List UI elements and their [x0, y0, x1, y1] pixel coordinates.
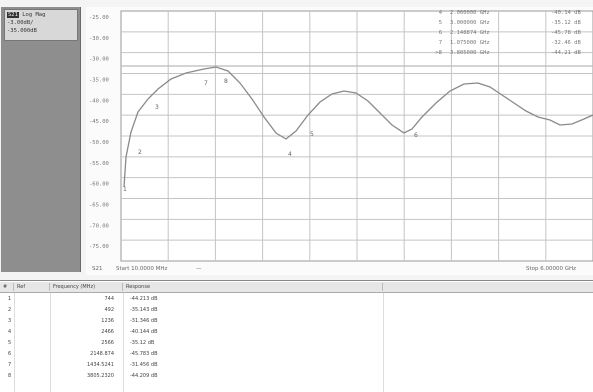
- table-cell-resp: -31.346 dB: [130, 318, 158, 324]
- plot-marker-label[interactable]: 4: [288, 151, 292, 158]
- marker-readout-id: >8: [435, 50, 442, 56]
- plot-markers: 1 2 3 7 8 4 5 6: [123, 78, 418, 193]
- table-cell-resp: -44.213 dB: [130, 296, 158, 302]
- separator-dashes: —: [196, 266, 202, 272]
- header-ref[interactable]: Ref: [14, 283, 50, 291]
- table-cell-freq: 1434.5241: [86, 362, 114, 368]
- y-tick-label: -30.00: [89, 36, 109, 42]
- marker-readout-row[interactable]: >8 3.805000 GHz -44.21 dB: [408, 50, 593, 60]
- table-row[interactable]: 5 2566 -35.12 dB: [0, 338, 593, 349]
- header-response[interactable]: Response: [123, 283, 383, 291]
- y-tick-label: -25.00: [89, 15, 109, 21]
- marker-readout-resp: -44.21 dB: [551, 50, 581, 56]
- table-row[interactable]: 2 492 -35.143 dB: [0, 305, 593, 316]
- table-cell-freq: 1236: [101, 318, 114, 324]
- marker-readout-row[interactable]: 4 2.000000 GHz -40.14 dB: [408, 10, 593, 20]
- table-row[interactable]: 3 1236 -31.346 dB: [0, 316, 593, 327]
- table-cell-freq: 3805.2320: [86, 373, 114, 379]
- table-cell-freq: 2466: [101, 329, 114, 335]
- y-tick-label: -40.00: [89, 98, 109, 104]
- table-cell-freq: 744: [104, 296, 114, 302]
- table-row[interactable]: 6 2148.874 -45.783 dB: [0, 349, 593, 360]
- response-plot[interactable]: -25.00 -30.00 -30.00 -35.00 -40.00 -45.00 -50.…: [86, 7, 593, 275]
- y-tick-label: -70.00: [89, 223, 109, 229]
- table-cell-freq: 2148.874: [90, 351, 114, 357]
- y-tick-label: -65.00: [89, 203, 109, 209]
- marker-readout-freq: 2.148874 GHz: [450, 30, 490, 36]
- marker-readout-id: 7: [438, 40, 442, 46]
- table-cell-idx: 2: [8, 307, 12, 313]
- trace-ref-level: -35.000dB: [7, 28, 37, 34]
- y-tick-label: -30.00: [89, 57, 109, 63]
- table-cell-idx: 1: [8, 296, 12, 302]
- table-cell-idx: 3: [8, 318, 12, 324]
- trace-label: S21: [92, 266, 103, 272]
- marker-table[interactable]: # Ref Frequency (MHz) Response 1 744 -44.2…: [0, 280, 593, 392]
- marker-readout-id: 5: [438, 20, 442, 26]
- table-cell-resp: -45.783 dB: [130, 351, 158, 357]
- table-row[interactable]: 1 744 -44.213 dB: [0, 294, 593, 305]
- table-row[interactable]: 7 1434.5241 -31.456 dB: [0, 360, 593, 371]
- table-header: # Ref Frequency (MHz) Response: [0, 282, 593, 293]
- plot-marker-label[interactable]: 5: [310, 131, 314, 138]
- trace-info-panel: S21 Log Mag -3.00dB/ -35.000dB: [1, 7, 81, 272]
- marker-readout-resp: -35.12 dB: [551, 20, 581, 26]
- marker-readout-id: 4: [438, 10, 442, 16]
- plot-grid: [121, 11, 593, 261]
- y-tick-label: -60.00: [89, 182, 109, 188]
- table-cell-freq: 492: [104, 307, 114, 313]
- y-tick-label: -45.00: [89, 119, 109, 125]
- header-index[interactable]: #: [0, 283, 14, 291]
- plot-marker-label[interactable]: 6: [414, 132, 418, 139]
- plot-marker-label[interactable]: 8: [224, 78, 228, 85]
- marker-readout-row[interactable]: 5 3.000000 GHz -35.12 dB: [408, 20, 593, 30]
- marker-readout-freq: 3.805000 GHz: [450, 50, 490, 56]
- plot-marker-label[interactable]: 1: [123, 186, 127, 193]
- y-tick-label: -75.00: [89, 244, 109, 250]
- table-cell-idx: 6: [8, 351, 12, 357]
- marker-readout-id: 6: [438, 30, 442, 36]
- header-empty: [383, 283, 593, 291]
- trace-info-box[interactable]: S21 Log Mag -3.00dB/ -35.000dB: [4, 9, 78, 41]
- table-cell-resp: -40.144 dB: [130, 329, 158, 335]
- table-cell-resp: -31.456 dB: [130, 362, 158, 368]
- marker-readout-freq: 1.075000 GHz: [450, 40, 490, 46]
- marker-readout-resp: -40.14 dB: [551, 10, 581, 16]
- stop-frequency-label: Stop 6.00000 GHz: [526, 266, 576, 272]
- y-tick-label: -55.00: [89, 161, 109, 167]
- marker-readout-freq: 2.000000 GHz: [450, 10, 490, 16]
- plot-marker-label[interactable]: 3: [155, 104, 159, 111]
- y-axis-ticks: -25.00 -30.00 -30.00 -35.00 -40.00 -45.00 -50.…: [89, 15, 109, 250]
- table-cell-resp: -35.12 dB: [130, 340, 155, 346]
- marker-readout-freq: 3.000000 GHz: [450, 20, 490, 26]
- table-cell-freq: 2566: [101, 340, 114, 346]
- table-row[interactable]: 4 2466 -40.144 dB: [0, 327, 593, 338]
- table-row[interactable]: 8 3805.2320 -44.209 dB: [0, 371, 593, 382]
- table-cell-idx: 5: [8, 340, 12, 346]
- marker-readout-row[interactable]: 6 2.148874 GHz -45.78 dB: [408, 30, 593, 40]
- trace-tag: S21: [7, 12, 19, 18]
- y-tick-label: -35.00: [89, 78, 109, 84]
- trace-scale: -3.00dB/: [7, 20, 34, 26]
- plot-marker-label[interactable]: 7: [204, 80, 208, 87]
- table-cell-idx: 7: [8, 362, 12, 368]
- table-cell-idx: 8: [8, 373, 12, 379]
- trace-s21: [123, 66, 593, 188]
- table-cell-resp: -35.143 dB: [130, 307, 158, 313]
- marker-readout-resp: -32.46 dB: [551, 40, 581, 46]
- table-cell-idx: 4: [8, 329, 12, 335]
- header-frequency[interactable]: Frequency (MHz): [50, 283, 123, 291]
- start-frequency-label: Start 10.0000 MHz: [116, 266, 168, 272]
- trace-format: Log Mag: [22, 12, 46, 18]
- table-cell-resp: -44.209 dB: [130, 373, 158, 379]
- marker-readout-resp: -45.78 dB: [551, 30, 581, 36]
- marker-readout-row[interactable]: 7 1.075000 GHz -32.46 dB: [408, 40, 593, 50]
- plot-marker-label[interactable]: 2: [138, 149, 142, 156]
- y-tick-label: -50.00: [89, 140, 109, 146]
- marker-readout: 4 2.000000 GHz -40.14 dB 5 3.000000 GHz -35.1…: [408, 10, 593, 76]
